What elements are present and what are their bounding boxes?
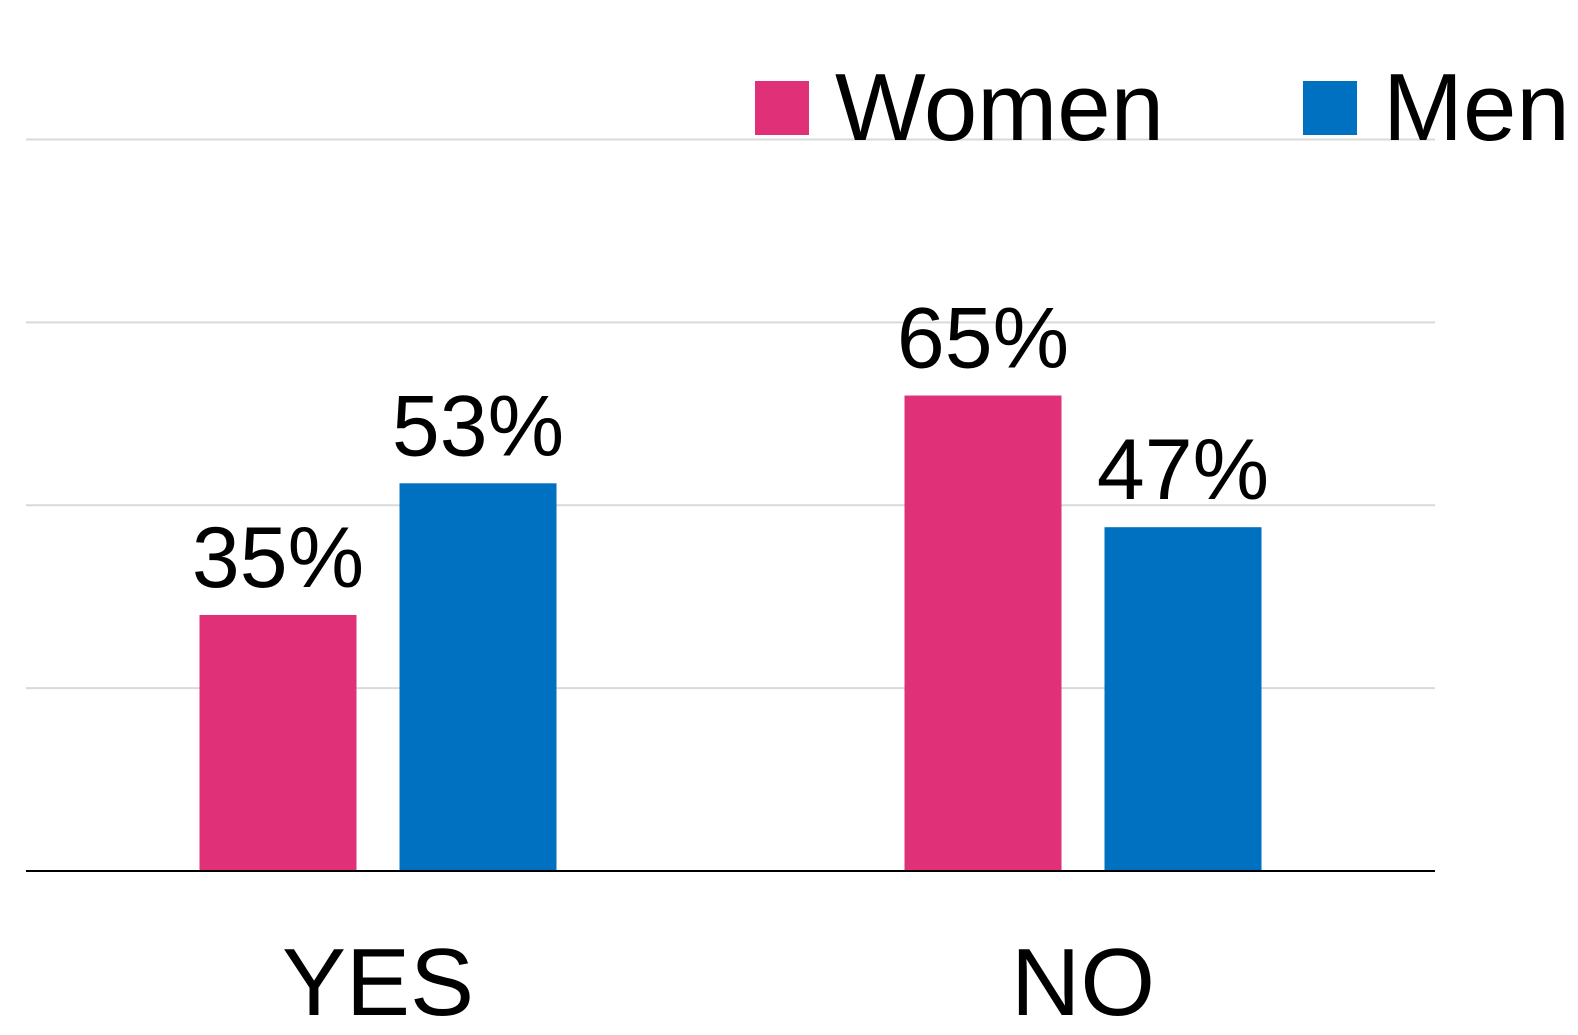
legend-swatch-women	[755, 81, 809, 135]
legend-label-women: Women	[835, 54, 1164, 161]
bars	[199, 395, 1262, 871]
data-label: 53%	[392, 378, 564, 474]
bar-women-no	[904, 395, 1062, 871]
x-tick-label: NO	[1011, 929, 1155, 1030]
bar-men-yes	[399, 483, 557, 871]
legend-label-men: Men	[1383, 54, 1570, 161]
x-tick-labels: YES NO	[282, 929, 1155, 1035]
bar-women-yes	[199, 614, 357, 871]
data-label: 35%	[192, 510, 364, 606]
legend: Women Men	[755, 54, 1570, 161]
bar-men-no	[1104, 527, 1262, 871]
data-label: 47%	[1097, 422, 1269, 518]
data-label: 65%	[897, 291, 1069, 387]
data-labels: 35% 65% 53% 47%	[192, 291, 1269, 606]
legend-swatch-men	[1303, 81, 1357, 135]
x-tick-label: YES	[282, 929, 474, 1030]
